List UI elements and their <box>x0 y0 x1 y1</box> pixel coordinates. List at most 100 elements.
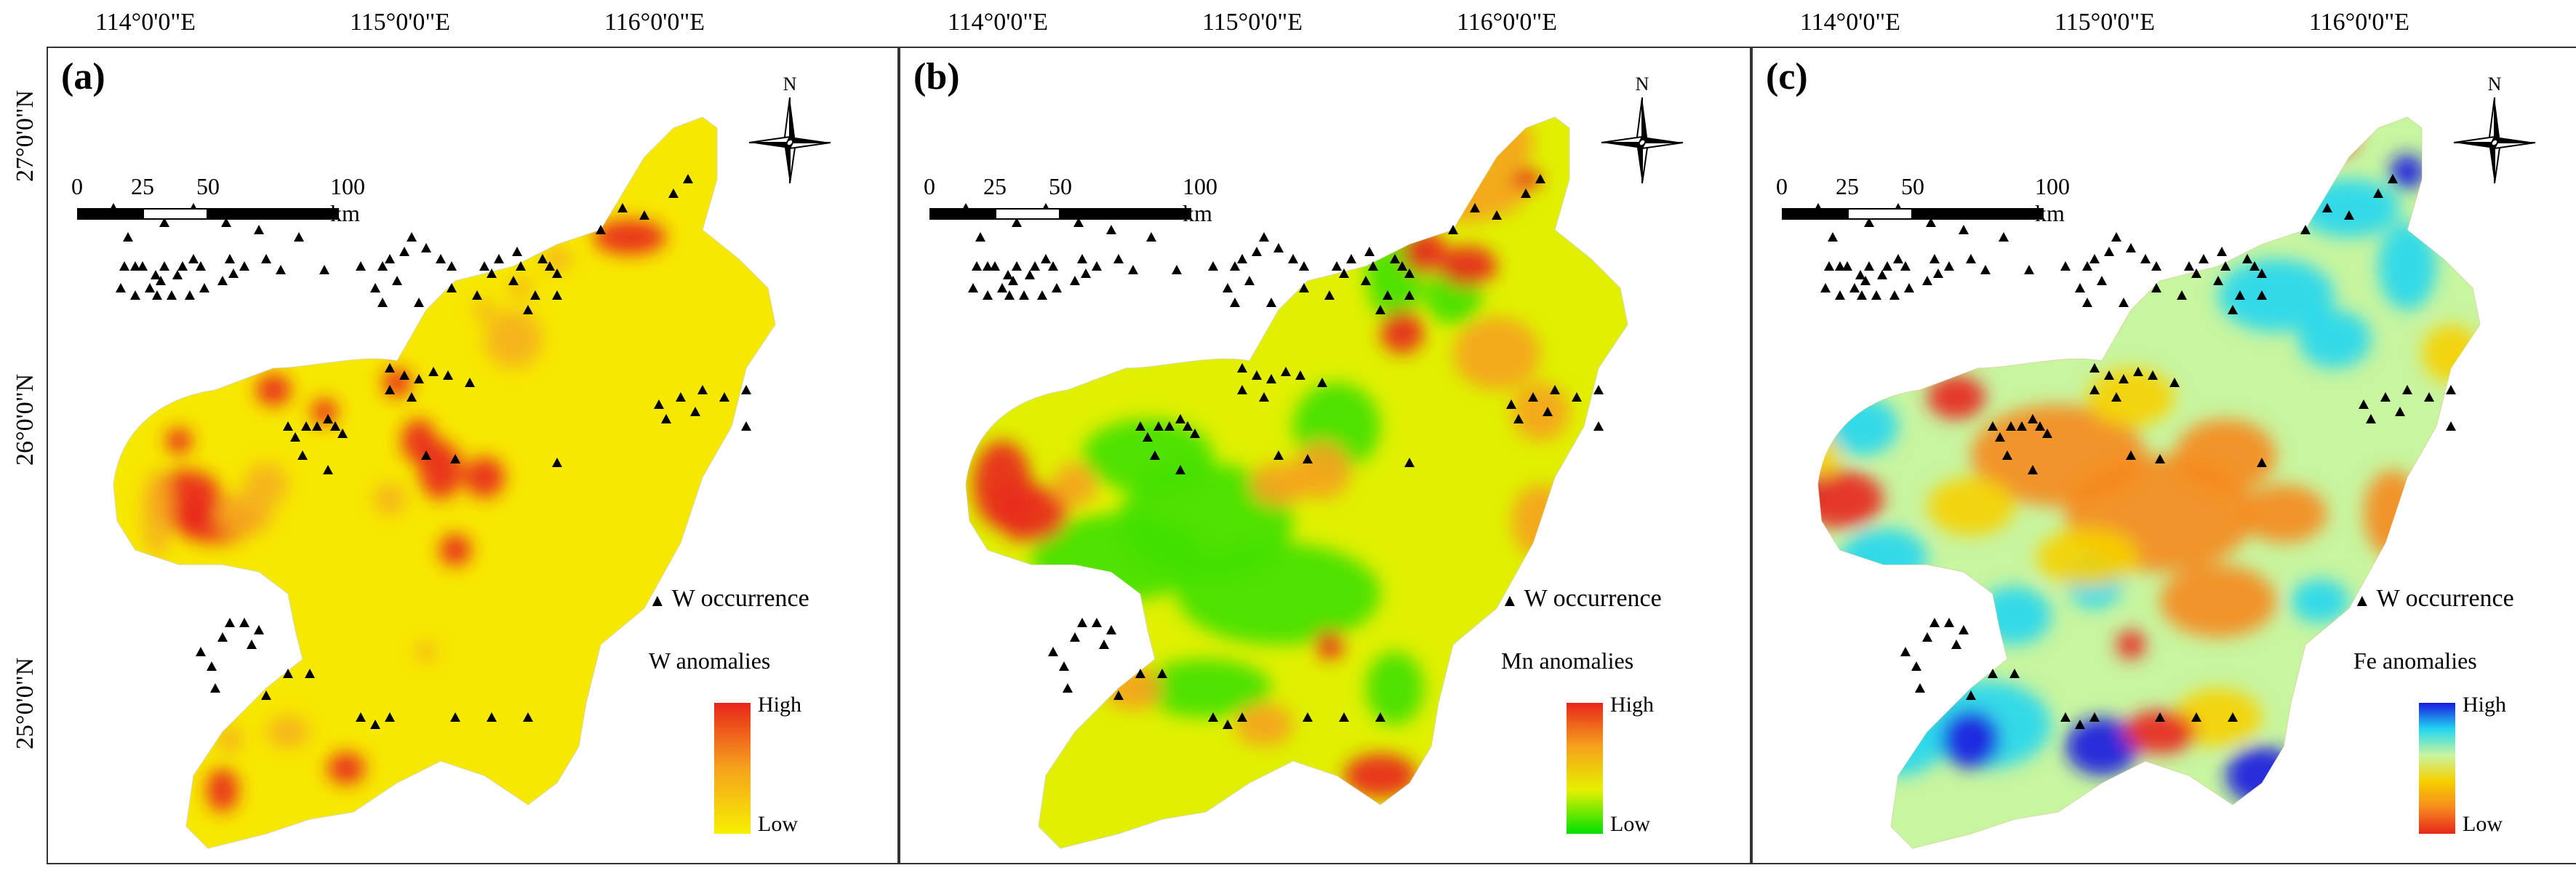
w-occurrence-marker <box>1230 261 1240 271</box>
w-occurrence-marker <box>1828 232 1838 242</box>
w-occurrence-marker <box>1980 265 1991 274</box>
w-occurrence-marker <box>2104 247 2114 256</box>
w-occurrence-marker <box>1273 450 1284 460</box>
w-occurrence-marker <box>1332 261 1342 271</box>
w-occurrence-marker <box>254 625 264 634</box>
w-occurrence-marker <box>2151 261 2161 271</box>
lat-label: 25°0'0"N <box>12 657 39 749</box>
w-occurrence-marker <box>1995 432 2005 442</box>
w-occurrence-marker <box>1259 232 1269 242</box>
w-occurrence-marker <box>1528 392 1538 402</box>
w-occurrence-marker <box>323 465 333 474</box>
w-occurrence-marker <box>407 232 417 242</box>
w-occurrence-marker <box>428 367 439 376</box>
w-occurrence-marker <box>2199 254 2209 263</box>
w-occurrence-marker <box>968 283 978 292</box>
w-occurrence-marker <box>2042 429 2052 438</box>
w-occurrence-marker <box>2402 385 2412 394</box>
anomaly-blob <box>2298 310 2371 368</box>
w-occurrence-marker <box>116 283 126 292</box>
w-occurrence-marker <box>2024 265 2034 274</box>
lon-label: 116°0'0"E <box>1456 9 1558 36</box>
w-occurrence-marker <box>2177 290 2187 300</box>
w-occurrence-marker <box>159 218 169 227</box>
w-occurrence-marker <box>1303 454 1313 463</box>
north-arrow-icon: N <box>746 70 833 186</box>
w-occurrence-marker <box>443 370 453 380</box>
w-occurrence-marker <box>2111 392 2121 402</box>
color-ramp <box>1567 703 1603 834</box>
scale-bar: 0 25 50 100 km <box>71 173 365 226</box>
w-occurrence-marker <box>421 243 431 252</box>
w-occurrence-marker <box>2089 385 2100 394</box>
scale-tick-label: 0 <box>1776 173 1788 199</box>
w-occurrence-marker <box>697 385 708 394</box>
w-occurrence-marker <box>596 225 606 234</box>
anomaly-blob <box>439 534 471 566</box>
w-occurrence-marker <box>2300 225 2311 234</box>
anomaly-blob <box>2313 117 2356 157</box>
w-occurrence-marker <box>472 290 482 300</box>
w-occurrence-marker <box>2235 290 2245 300</box>
w-occurrence-marker <box>1175 465 1185 474</box>
w-occurrence-marker <box>1324 290 1335 300</box>
w-occurrence-marker <box>2060 261 2071 271</box>
map-panel-c: (c) 0 25 50 100 km N ▲ W occurrence Fe anomalie… <box>1751 47 2576 864</box>
anomaly-blob <box>1235 703 1293 746</box>
w-occurrence-marker <box>151 270 161 279</box>
w-occurrence-marker <box>465 378 475 387</box>
w-occurrence-marker <box>450 712 460 722</box>
w-occurrence-marker <box>1208 261 1218 271</box>
anomaly-blob <box>244 463 288 506</box>
w-occurrence-marker <box>508 276 519 285</box>
w-occurrence-marker <box>1535 174 1545 183</box>
north-arrow-icon: N <box>2451 70 2538 186</box>
triangle-icon: ▲ <box>649 592 666 610</box>
legend-title: Fe anomalies <box>2353 648 2477 674</box>
w-occurrence-marker <box>385 254 395 263</box>
w-occurrence-marker <box>312 421 322 431</box>
anomaly-blob <box>1511 485 1569 557</box>
w-occurrence-marker <box>552 458 562 467</box>
w-occurrence-marker <box>1915 683 1925 693</box>
anomaly-blob <box>374 483 406 515</box>
anomaly-blob <box>1942 710 2000 768</box>
anomaly-blob <box>1978 586 2051 645</box>
w-occurrence-marker <box>1864 261 1874 271</box>
anomaly-blob <box>1439 246 1497 287</box>
w-occurrence-marker <box>225 254 235 263</box>
w-occurrence-marker <box>385 363 395 373</box>
anomaly-blob <box>2390 154 2425 189</box>
north-label: N <box>783 73 797 95</box>
w-occurrence-marker <box>356 261 366 271</box>
anomaly-blob <box>1855 717 1942 776</box>
w-occurrence-marker <box>2028 414 2038 423</box>
anomaly-blob <box>166 428 192 454</box>
w-occurrence-marker <box>2184 261 2194 271</box>
w-occurrence-marker <box>239 261 249 271</box>
w-occurrence-marker <box>1237 712 1247 722</box>
w-occurrence-marker <box>972 261 982 271</box>
w-occurrence-marker <box>283 669 293 678</box>
w-occurrence-marker <box>1237 254 1247 263</box>
scale-tick-label: 50 <box>1901 173 1924 199</box>
scale-bar: 0 25 50 100 km <box>924 173 1217 226</box>
w-occurrence-marker <box>1052 283 1062 292</box>
w-occurrence-marker <box>2151 283 2161 292</box>
anomaly-blob <box>2364 470 2422 557</box>
w-occurrence-marker <box>975 232 985 242</box>
w-occurrence-marker <box>337 429 348 438</box>
w-occurrence-marker <box>207 661 217 671</box>
w-occurrence-marker <box>1383 290 1393 300</box>
anomaly-blob <box>2422 324 2480 383</box>
legend-occurrence-label: W occurrence <box>671 585 809 612</box>
anomaly-blob <box>1380 164 1526 223</box>
legend-occurrence-label: W occurrence <box>2376 585 2514 612</box>
anomaly-blob <box>2218 259 2335 332</box>
w-occurrence-marker <box>1820 283 1831 292</box>
w-occurrence-marker <box>210 683 220 693</box>
scale-tick-label: 100 km <box>1183 173 1217 226</box>
w-occurrence-marker <box>537 254 548 263</box>
anomaly-blob <box>1053 463 1097 506</box>
scale-tick-label: 25 <box>131 173 154 199</box>
